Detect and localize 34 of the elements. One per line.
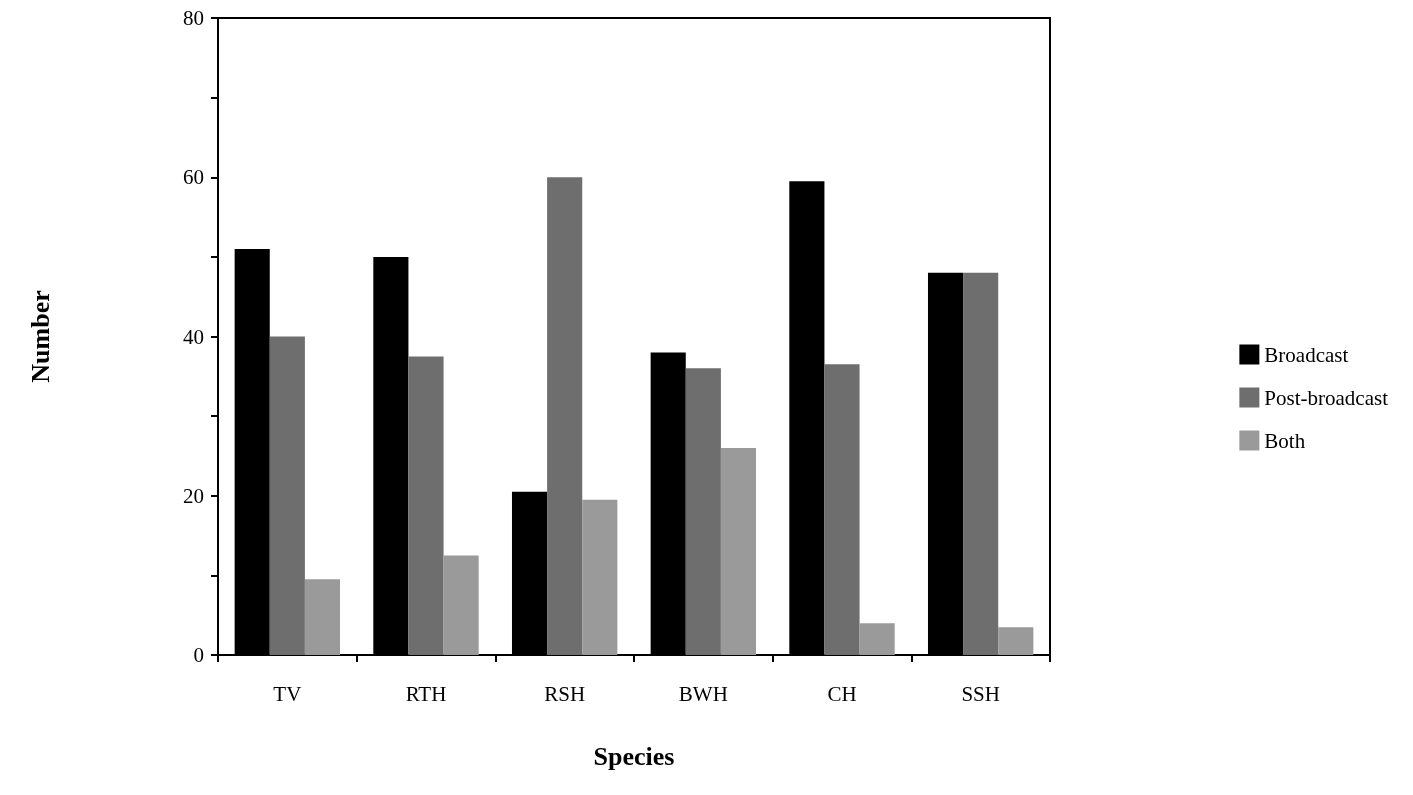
bar — [234, 248, 270, 655]
x-tick-label: TV — [273, 681, 302, 706]
y-tick-label: 20 — [183, 483, 204, 508]
x-tick-label: RSH — [544, 681, 586, 706]
bar — [685, 368, 721, 655]
legend-label: Broadcast — [1264, 342, 1349, 367]
bar — [269, 336, 305, 655]
bar — [582, 499, 618, 655]
bar — [824, 364, 860, 655]
bar — [511, 491, 548, 655]
x-tick-label: SSH — [961, 681, 1000, 706]
legend-label: Both — [1264, 428, 1306, 453]
legend-label: Post-broadcast — [1264, 385, 1389, 410]
x-tick-label: CH — [827, 681, 857, 706]
y-tick-label: 80 — [183, 6, 204, 30]
y-axis-title: Number — [25, 290, 55, 383]
bar — [789, 181, 825, 655]
bar — [720, 447, 757, 655]
bar — [304, 579, 341, 655]
bar — [373, 256, 409, 655]
y-tick-label: 0 — [193, 643, 204, 667]
x-axis-title: Species — [593, 741, 675, 771]
bar — [547, 177, 583, 655]
bar — [408, 356, 444, 655]
bar — [443, 555, 479, 655]
y-tick-label: 40 — [183, 324, 204, 349]
bar — [998, 627, 1034, 655]
x-tick-label: BWH — [678, 681, 728, 706]
bar — [963, 272, 999, 655]
bar — [927, 272, 964, 655]
bar — [650, 352, 686, 655]
y-tick-label: 60 — [183, 165, 204, 190]
x-tick-label: RTH — [405, 681, 447, 706]
bar — [859, 623, 895, 655]
